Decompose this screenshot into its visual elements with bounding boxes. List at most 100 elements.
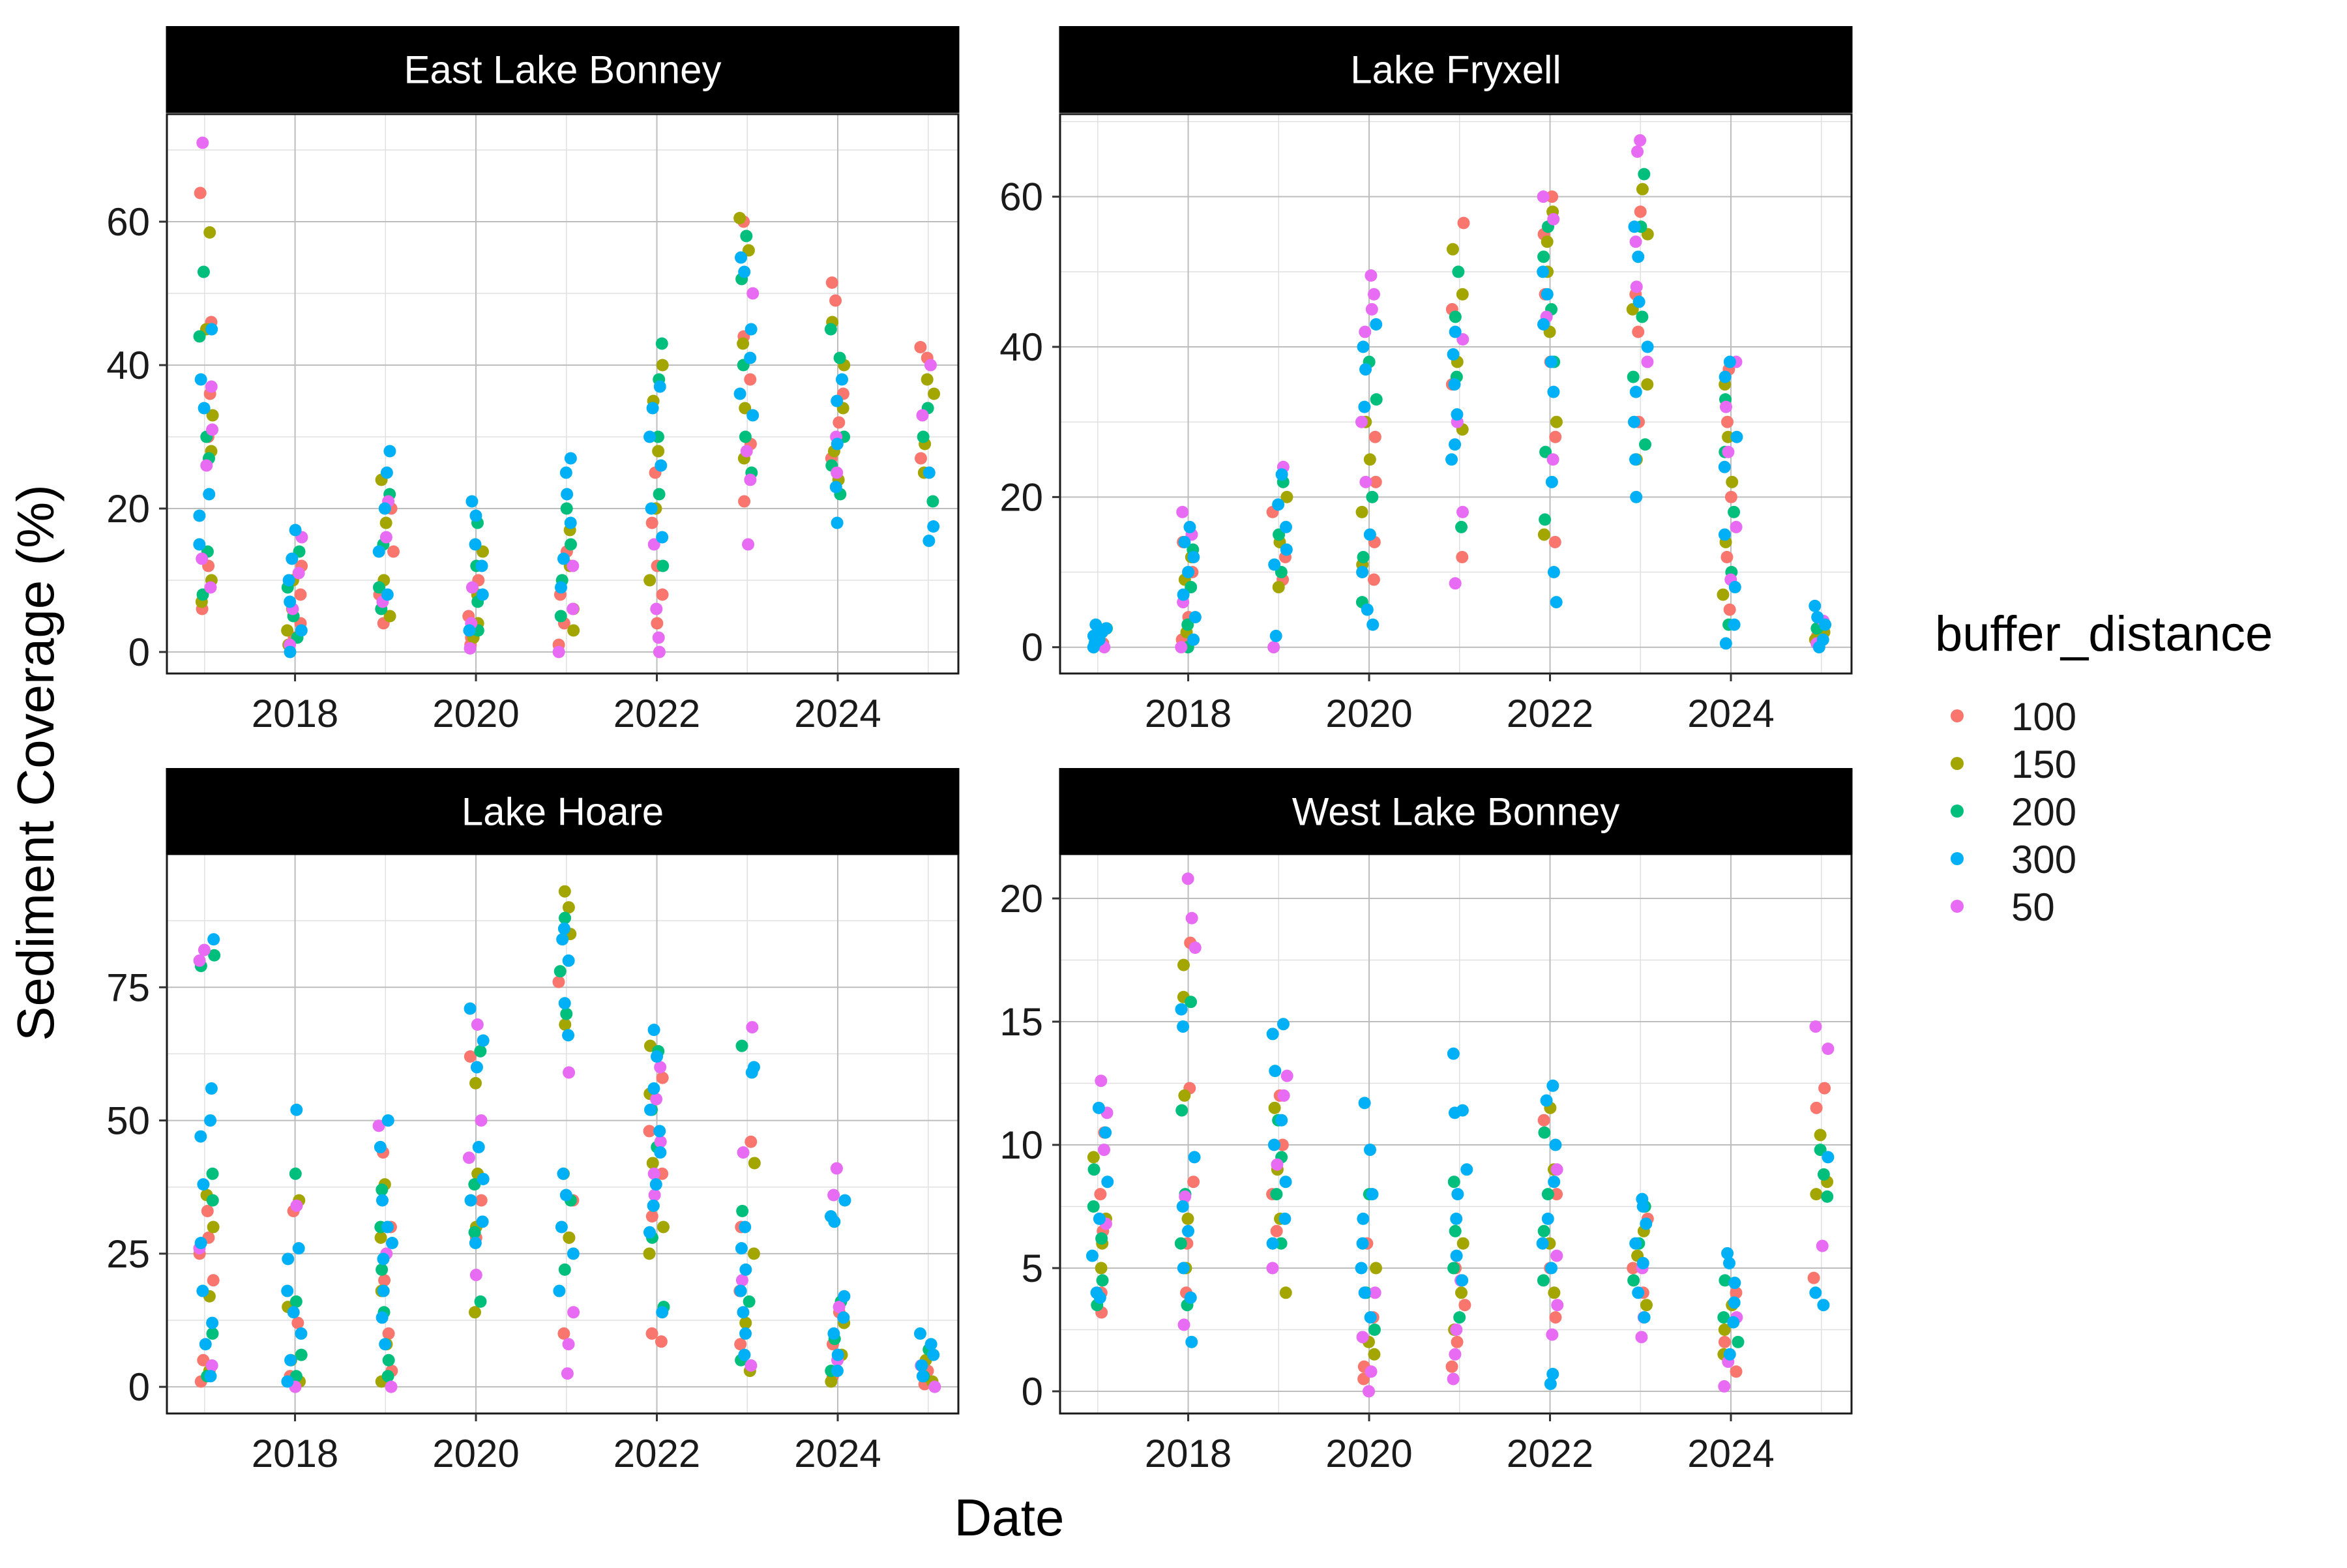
data-point [645, 516, 658, 529]
data-point [827, 1189, 840, 1202]
data-point [649, 1178, 662, 1191]
data-point [199, 1338, 212, 1351]
data-point [1549, 1138, 1562, 1151]
data-point [657, 559, 670, 572]
data-point [1175, 641, 1188, 654]
data-point [1266, 1028, 1279, 1041]
data-point [1632, 250, 1645, 263]
data-point [914, 341, 927, 353]
data-point [464, 1002, 477, 1015]
data-point [1275, 1114, 1288, 1127]
data-point [1185, 911, 1198, 925]
data-point [1627, 415, 1640, 428]
data-point [567, 602, 580, 615]
data-point [193, 509, 206, 522]
data-point [914, 452, 927, 465]
data-point [290, 1103, 303, 1116]
data-point [1727, 1316, 1740, 1329]
data-point [552, 645, 565, 658]
data-point [1448, 378, 1461, 391]
data-point [282, 574, 295, 587]
legend-item-50: 50 [1951, 885, 2055, 929]
data-point [475, 559, 488, 572]
data-point [829, 481, 842, 494]
data-point [656, 531, 669, 544]
data-point [1093, 1291, 1106, 1304]
data-point [917, 430, 930, 443]
data-point [381, 1370, 394, 1383]
data-point [744, 351, 757, 364]
data-point [1456, 505, 1469, 518]
data-point [833, 1301, 846, 1314]
data-point [1728, 581, 1741, 594]
data-point [1541, 1212, 1554, 1225]
data-point [644, 1103, 657, 1116]
data-point [562, 901, 575, 914]
data-point [1456, 333, 1469, 346]
data-point [552, 975, 565, 988]
data-point [200, 459, 213, 472]
legend-label: 100 [2011, 695, 2076, 739]
data-point [1184, 1291, 1197, 1304]
data-point [1730, 520, 1743, 533]
data-point [1545, 475, 1558, 488]
data-point [197, 265, 210, 278]
data-point [1631, 145, 1644, 158]
data-point [1185, 1335, 1198, 1348]
data-point [1718, 1380, 1731, 1393]
data-point [1272, 498, 1285, 511]
legend-label: 50 [2011, 885, 2055, 929]
data-point [1547, 566, 1560, 579]
data-point [1185, 996, 1198, 1009]
data-point [745, 323, 758, 336]
data-point [477, 1034, 490, 1047]
x-tick-label: 2024 [1687, 692, 1774, 735]
data-point [1634, 205, 1647, 218]
strip-background [1059, 26, 1853, 113]
data-point [739, 402, 752, 415]
data-point [1732, 1335, 1745, 1348]
data-point [567, 559, 580, 572]
data-point [290, 1199, 303, 1212]
data-point [1447, 1176, 1460, 1189]
data-point [281, 1284, 294, 1297]
data-point [735, 1274, 748, 1287]
data-point [742, 538, 755, 551]
data-point [1537, 318, 1550, 331]
data-point [1279, 1176, 1292, 1189]
data-point [555, 1220, 568, 1234]
data-point [1537, 190, 1550, 203]
data-point [646, 1157, 659, 1170]
data-point [197, 1178, 210, 1191]
data-point [643, 430, 657, 443]
data-point [553, 1284, 566, 1297]
data-point [567, 1306, 580, 1319]
data-point [377, 1252, 390, 1265]
data-point [1456, 288, 1469, 301]
data-point [1277, 1018, 1290, 1031]
data-point [647, 1199, 660, 1212]
data-point [295, 1327, 308, 1340]
data-point [1095, 1232, 1108, 1245]
data-point [654, 1135, 667, 1148]
data-point [378, 1274, 391, 1287]
data-point [1366, 1188, 1379, 1201]
data-point [376, 1194, 389, 1207]
data-point [207, 1220, 220, 1234]
data-point [1178, 1089, 1191, 1102]
data-point [374, 1231, 387, 1244]
data-point [656, 359, 669, 372]
data-point [1635, 1331, 1648, 1344]
data-point [1717, 1311, 1730, 1324]
data-point [295, 1348, 308, 1361]
data-point [286, 552, 299, 565]
data-point [831, 516, 844, 529]
data-point [1357, 550, 1370, 563]
data-point [469, 509, 482, 522]
data-point [1541, 235, 1554, 248]
data-point [1550, 415, 1563, 428]
data-point [562, 1338, 575, 1351]
data-point [1279, 1286, 1292, 1299]
data-point [474, 1044, 487, 1058]
